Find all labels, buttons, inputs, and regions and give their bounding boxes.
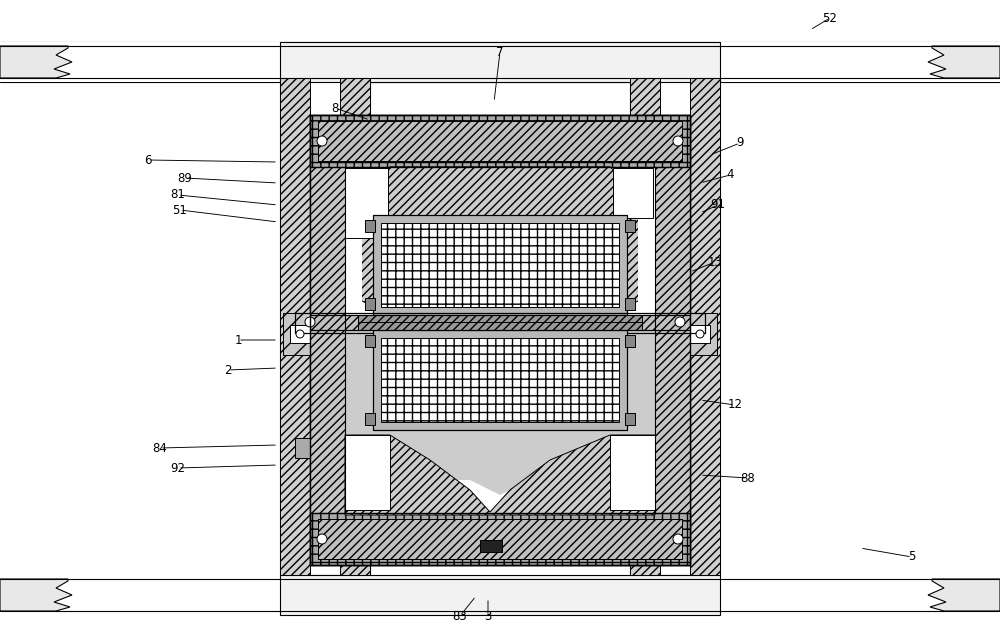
Bar: [630, 78, 660, 575]
Bar: [310, 513, 690, 565]
Bar: [318, 519, 682, 559]
Bar: [373, 215, 627, 315]
Bar: [720, 50, 1000, 74]
Bar: [365, 335, 375, 347]
Text: 12: 12: [728, 399, 742, 411]
Text: 84: 84: [153, 442, 167, 455]
Bar: [345, 168, 388, 238]
Bar: [0, 42, 1000, 82]
Text: 8: 8: [331, 101, 339, 114]
Bar: [373, 330, 627, 430]
Bar: [318, 519, 682, 559]
Bar: [345, 167, 390, 312]
Bar: [0, 575, 1000, 615]
Bar: [381, 338, 619, 422]
Bar: [365, 220, 375, 232]
Bar: [345, 167, 362, 315]
Bar: [280, 78, 310, 575]
Bar: [310, 115, 345, 565]
Bar: [345, 435, 390, 510]
Bar: [283, 313, 310, 355]
Text: 89: 89: [178, 172, 192, 184]
Bar: [340, 78, 370, 575]
Text: 3: 3: [484, 610, 492, 623]
Circle shape: [673, 534, 683, 544]
Circle shape: [317, 136, 327, 146]
Text: 2: 2: [224, 364, 232, 377]
Bar: [638, 167, 655, 315]
Text: 6: 6: [144, 153, 152, 167]
Circle shape: [673, 136, 683, 146]
Bar: [280, 42, 720, 82]
Bar: [690, 78, 720, 575]
Bar: [310, 115, 690, 167]
Polygon shape: [928, 46, 1000, 78]
Polygon shape: [0, 579, 72, 611]
Bar: [295, 438, 310, 458]
Bar: [365, 413, 375, 425]
Bar: [295, 313, 705, 333]
Text: 7: 7: [496, 45, 504, 58]
Polygon shape: [390, 167, 610, 310]
Bar: [290, 325, 310, 343]
Text: 13: 13: [708, 255, 722, 269]
Text: 9: 9: [736, 136, 744, 150]
Bar: [310, 115, 690, 565]
Bar: [381, 223, 619, 307]
Bar: [625, 220, 635, 232]
Bar: [310, 315, 690, 330]
Text: 51: 51: [173, 204, 187, 216]
Bar: [280, 78, 370, 575]
Circle shape: [296, 330, 304, 338]
Bar: [0, 50, 280, 74]
Text: 1: 1: [234, 333, 242, 347]
Text: 91: 91: [710, 199, 726, 211]
Bar: [545, 167, 645, 227]
Text: 5: 5: [908, 550, 916, 564]
Circle shape: [317, 534, 327, 544]
Text: 4: 4: [726, 169, 734, 182]
Bar: [310, 513, 690, 565]
Circle shape: [696, 330, 704, 338]
Bar: [613, 168, 653, 218]
Text: 92: 92: [170, 462, 186, 474]
Bar: [310, 115, 690, 167]
Bar: [480, 540, 502, 552]
Polygon shape: [0, 46, 72, 78]
Bar: [0, 42, 1000, 82]
Circle shape: [675, 317, 685, 327]
Text: 83: 83: [453, 610, 467, 623]
Bar: [365, 298, 375, 310]
Bar: [625, 298, 635, 310]
Bar: [358, 322, 642, 330]
Bar: [280, 575, 720, 615]
Polygon shape: [360, 167, 640, 310]
Bar: [318, 121, 682, 161]
Bar: [655, 115, 690, 565]
Text: 52: 52: [823, 11, 837, 25]
Bar: [373, 215, 627, 315]
Polygon shape: [345, 435, 655, 515]
Text: 81: 81: [171, 189, 185, 201]
Bar: [0, 575, 1000, 615]
Bar: [630, 78, 720, 575]
Bar: [310, 115, 690, 565]
Bar: [690, 325, 710, 343]
Polygon shape: [928, 579, 1000, 611]
Bar: [345, 167, 425, 227]
Bar: [373, 330, 627, 430]
Bar: [690, 313, 717, 355]
Bar: [625, 413, 635, 425]
Bar: [610, 167, 645, 312]
Polygon shape: [345, 330, 655, 495]
Bar: [318, 121, 682, 161]
Circle shape: [305, 317, 315, 327]
Bar: [358, 315, 642, 323]
Text: 88: 88: [741, 472, 755, 484]
Bar: [610, 435, 655, 510]
Bar: [625, 335, 635, 347]
